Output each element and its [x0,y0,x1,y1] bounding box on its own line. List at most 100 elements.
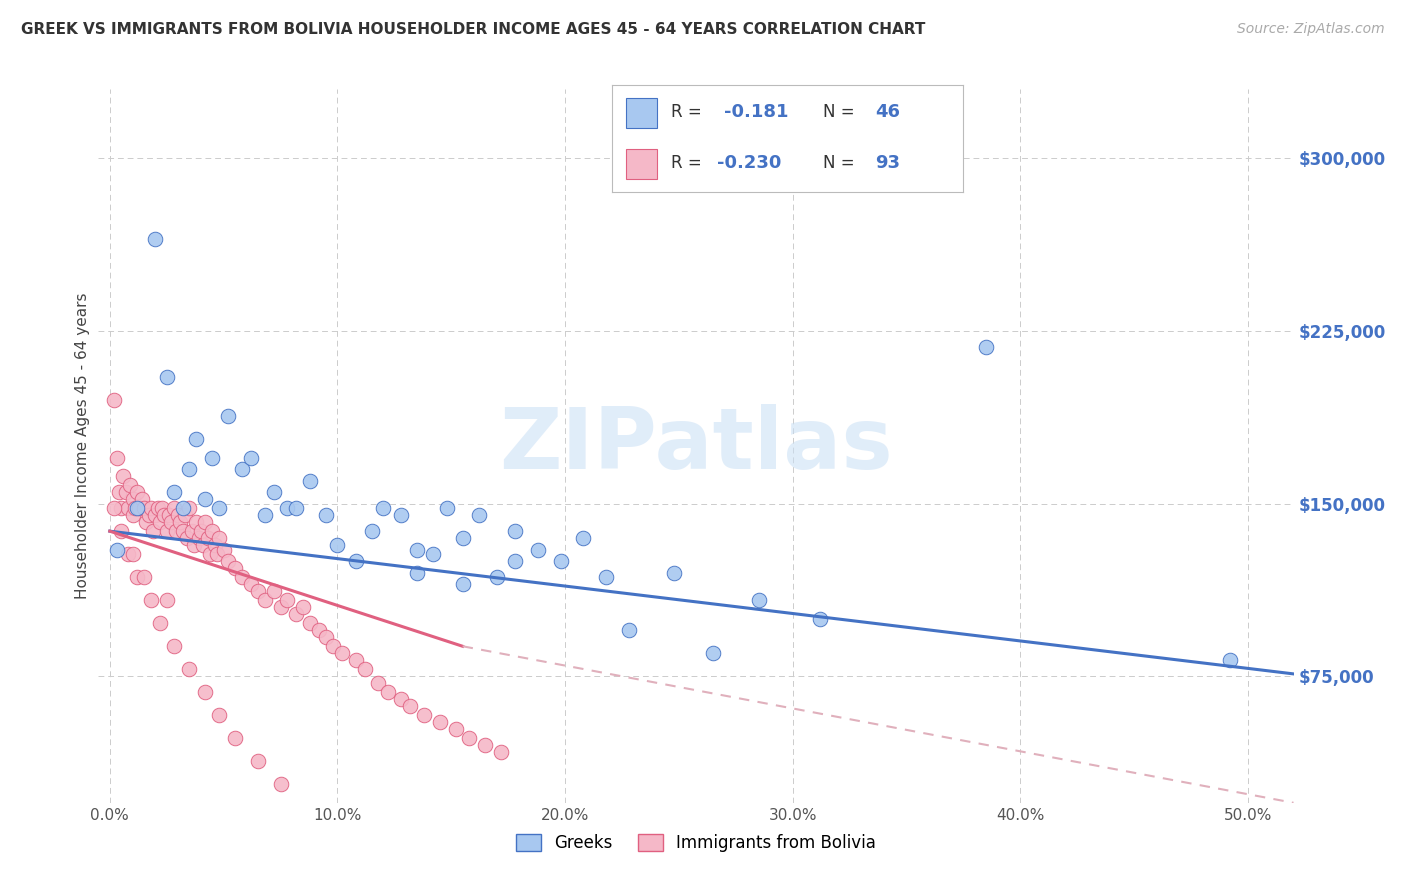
Point [127,570,149,584]
Point [299,474,322,488]
Point [167,508,190,522]
Point [156,524,179,538]
Point [160,515,183,529]
Point [217,554,239,568]
Point [399,699,422,714]
Point [169,515,191,529]
Point [180,524,202,538]
Point [132,501,155,516]
Point [413,708,436,723]
Point [204,538,226,552]
Point [103,501,125,516]
Text: ZIPatlas: ZIPatlas [499,404,893,488]
Point [150,501,173,516]
Point [208,531,231,545]
Point [429,715,451,730]
FancyBboxPatch shape [626,149,658,179]
Point [231,462,253,476]
Point [127,485,149,500]
Point [406,542,429,557]
Point [253,593,276,607]
Point [353,662,375,676]
Point [153,508,176,522]
Text: 93: 93 [876,154,900,172]
Point [172,524,194,538]
Point [371,501,394,516]
Point [422,547,444,561]
Point [205,547,228,561]
Point [974,340,997,354]
Point [132,570,155,584]
Point [186,432,208,446]
Point [162,501,184,516]
Point [263,584,285,599]
Point [128,501,150,516]
Point [191,538,214,552]
Point [110,501,132,516]
Point [121,508,143,522]
Point [292,600,315,615]
Point [112,469,135,483]
Point [253,508,276,522]
Point [197,531,219,545]
Point [108,485,131,500]
Point [139,593,162,607]
Point [664,566,686,580]
Point [322,640,344,654]
Point [194,515,217,529]
Point [179,501,201,516]
Point [176,531,198,545]
Text: GREEK VS IMMIGRANTS FROM BOLIVIA HOUSEHOLDER INCOME AGES 45 - 64 YEARS CORRELATI: GREEK VS IMMIGRANTS FROM BOLIVIA HOUSEHO… [21,22,925,37]
Point [135,515,157,529]
Point [491,745,513,759]
Point [315,630,337,644]
Text: N =: N = [823,103,859,121]
Point [187,531,209,545]
Point [572,531,595,545]
Point [451,531,474,545]
Point [389,692,412,706]
Point [595,570,617,584]
Point [194,491,217,506]
Point [231,570,253,584]
Text: Source: ZipAtlas.com: Source: ZipAtlas.com [1237,22,1385,37]
Point [299,616,322,631]
Y-axis label: Householder Income Ages 45 - 64 years: Householder Income Ages 45 - 64 years [75,293,90,599]
Point [120,478,142,492]
Point [156,593,179,607]
Point [239,577,262,591]
Point [146,501,169,516]
Point [330,646,353,660]
Point [326,538,349,552]
Point [285,607,308,621]
Point [270,777,292,791]
Point [183,538,205,552]
Point [263,485,285,500]
Point [451,577,474,591]
Point [1219,653,1241,667]
Text: 46: 46 [876,103,900,121]
Point [474,738,496,752]
Point [212,542,235,557]
Point [131,491,153,506]
Point [276,501,298,516]
Point [157,508,180,522]
Point [172,501,194,516]
Point [121,547,143,561]
Point [149,515,172,529]
Point [224,561,246,575]
Point [308,623,330,637]
Point [748,593,770,607]
Point [156,370,179,384]
Point [179,462,201,476]
Point [162,485,184,500]
Text: R =: R = [672,154,707,172]
Point [201,450,224,465]
Point [485,570,508,584]
Point [503,554,526,568]
Point [344,653,367,667]
Point [808,612,831,626]
Point [138,508,160,522]
Point [436,501,458,516]
Point [377,685,399,699]
